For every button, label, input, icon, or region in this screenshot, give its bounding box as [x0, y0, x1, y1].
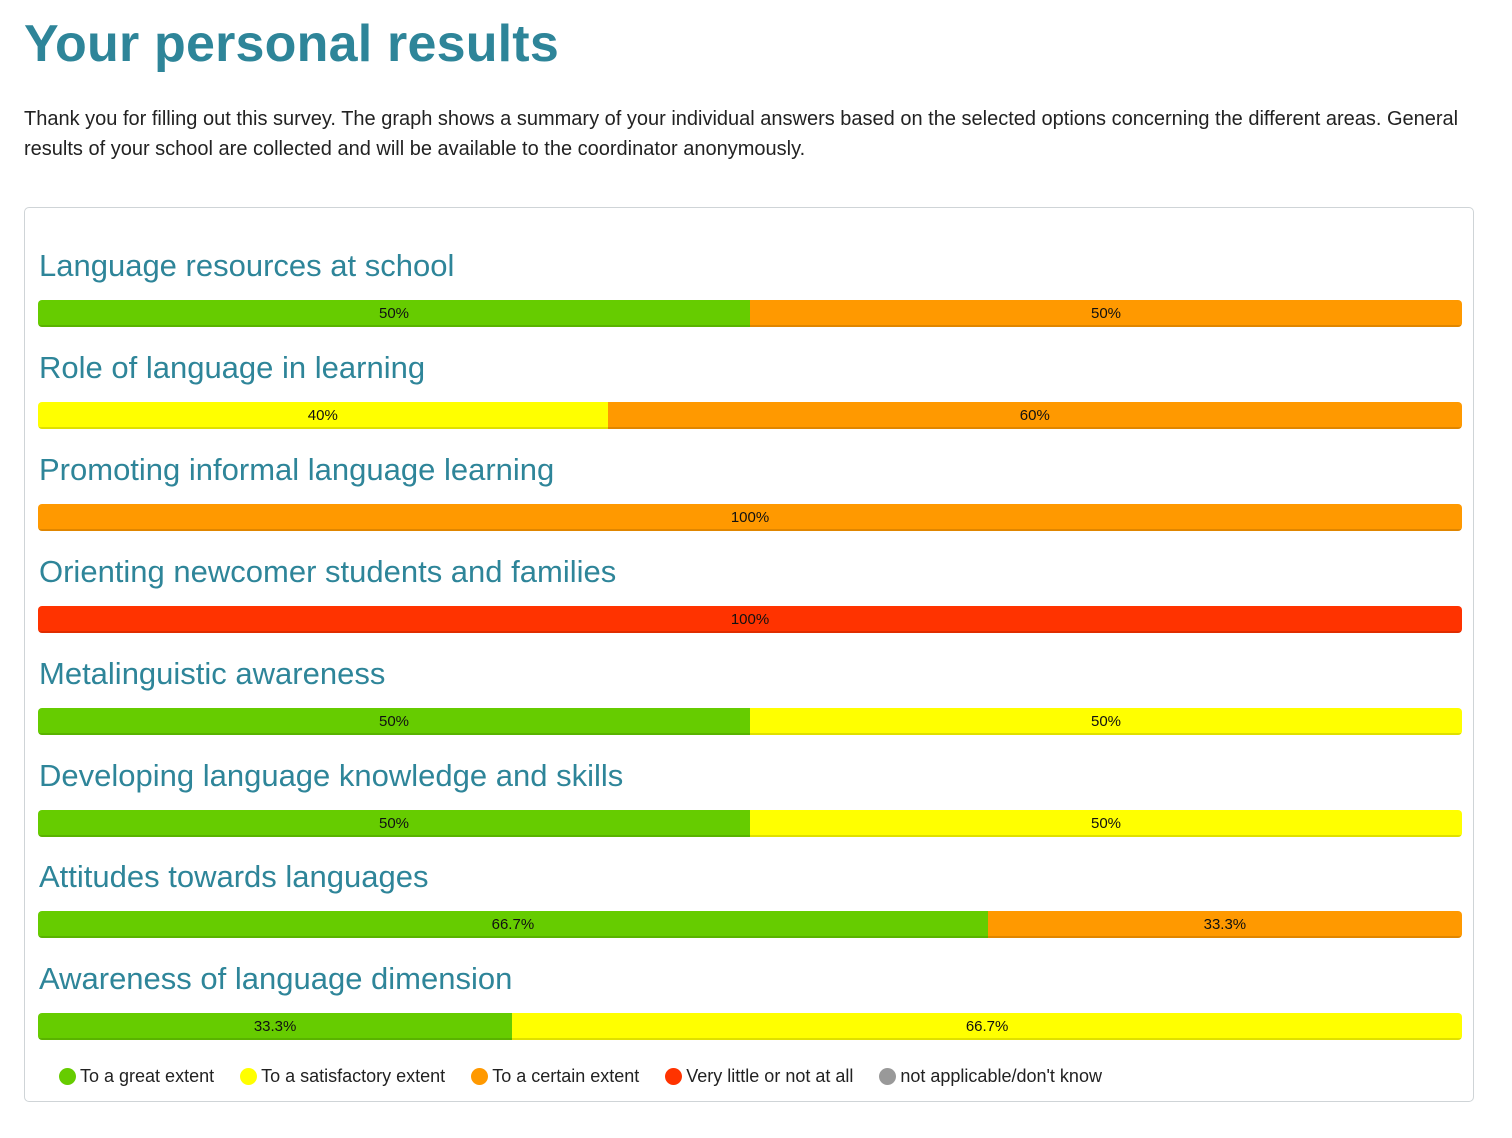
bar-segment-label: 33.3% [1203, 916, 1247, 934]
bar-segment: 50% [38, 300, 750, 327]
page-title: Your personal results [24, 15, 559, 73]
area-title: Orienting newcomer students and families [39, 553, 617, 589]
result-bar: 100% [38, 503, 1462, 531]
area-row: Language resources at school 50% 50% [38, 244, 1462, 346]
result-bar: 50% 50% [38, 300, 1462, 327]
legend-item: To a satisfactory extent [240, 1066, 445, 1087]
result-bar: 66.7% 33.3% [38, 911, 1462, 939]
legend-label: To a satisfactory extent [261, 1066, 446, 1086]
bar-segment-label: 60% [1019, 406, 1050, 424]
result-bar: 50% 50% [38, 707, 1462, 735]
bar-segment-label: 50% [1090, 814, 1122, 832]
bar-segment-label: 50% [1090, 305, 1122, 322]
area-title: Role of language in learning [39, 349, 426, 385]
result-bar: 40% 60% [38, 401, 1462, 429]
bar-segment: 50% [750, 300, 1462, 327]
results-chart: Language resources at school 50% 50% Role o… [24, 207, 1474, 1102]
bar-segment-label: 100% [730, 610, 770, 628]
bar-segment-label: 66.7% [965, 1018, 1009, 1036]
intro-text: Thank you for filling out this survey. T… [24, 108, 1459, 160]
bar-segment: 66.7% [38, 911, 988, 939]
area-row: Orienting newcomer students and families… [38, 550, 1462, 652]
chart-legend: To a great extent To a satisfactory exten… [59, 1066, 1128, 1087]
legend-item: To a great extent [59, 1066, 214, 1087]
area-title: Promoting informal language learning [39, 451, 555, 487]
bar-segment: 60% [607, 401, 1462, 429]
area-row: Attitudes towards languages 66.7% 33.3% [38, 855, 1462, 957]
bar-segment: 100% [38, 503, 1462, 531]
legend-dot-icon [665, 1068, 683, 1085]
legend-item: To a certain extent [471, 1066, 639, 1087]
bar-segment: 50% [750, 809, 1462, 837]
bar-segment: 33.3% [38, 1013, 513, 1041]
legend-label: Very little or not at all [686, 1066, 854, 1086]
bar-segment: 50% [750, 707, 1462, 735]
area-row: Promoting informal language learning 100% [38, 448, 1462, 550]
result-bar: 100% [38, 605, 1462, 633]
legend-dot-icon [879, 1068, 897, 1085]
bar-segment: 66.7% [512, 1013, 1462, 1041]
bar-segment: 33.3% [987, 911, 1462, 939]
legend-label: not applicable/don't know [900, 1066, 1102, 1086]
bar-segment: 50% [38, 707, 750, 735]
bar-segment-label: 50% [378, 814, 410, 832]
area-row: Role of language in learning 40% 60% [38, 346, 1462, 448]
legend-item: not applicable/don't know [879, 1066, 1102, 1087]
area-title: Language resources at school [39, 248, 455, 283]
bar-segment: 100% [38, 605, 1462, 633]
area-title: Attitudes towards languages [39, 859, 429, 895]
bar-segment: 40% [38, 401, 608, 429]
area-title: Metalinguistic awareness [39, 655, 386, 691]
result-bar: 50% 50% [38, 809, 1462, 837]
legend-dot-icon [59, 1068, 76, 1085]
bar-segment-label: 40% [307, 406, 338, 424]
area-title: Awareness of language dimension [39, 961, 513, 997]
area-row: Metalinguistic awareness 50% 50% [38, 652, 1462, 754]
legend-item: Very little or not at all [665, 1066, 853, 1087]
area-row: Awareness of language dimension 33.3% 66.7… [38, 957, 1462, 1059]
legend-label: To a great extent [80, 1066, 215, 1086]
bar-segment-label: 50% [378, 712, 410, 730]
bar-segment-label: 100% [730, 508, 770, 526]
result-bar: 33.3% 66.7% [38, 1013, 1462, 1041]
legend-label: To a certain extent [492, 1066, 640, 1086]
bar-segment-label: 66.7% [491, 916, 535, 934]
bar-segment: 50% [38, 809, 750, 837]
legend-dot-icon [471, 1068, 489, 1085]
area-title: Developing language knowledge and skills [39, 757, 624, 793]
bar-segment-label: 50% [1090, 712, 1122, 730]
legend-dot-icon [240, 1068, 258, 1085]
area-row: Developing language knowledge and skills… [38, 754, 1462, 856]
bar-segment-label: 33.3% [253, 1018, 297, 1036]
bar-segment-label: 50% [378, 305, 410, 322]
